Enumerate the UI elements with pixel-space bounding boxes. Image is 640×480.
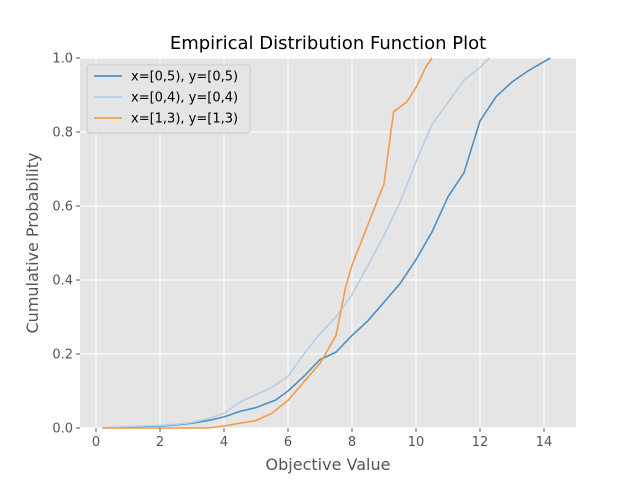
- x-tick-label: 12: [472, 435, 489, 450]
- legend-label-1: x=[0,5), y=[0,5): [131, 70, 238, 85]
- y-tick-label: 0.4: [52, 274, 73, 289]
- y-tick-label: 0.6: [52, 200, 73, 215]
- x-tick-label: 14: [536, 435, 553, 450]
- y-axis-ticks: 0.0 0.2 0.4 0.6 0.8 1.0: [52, 52, 80, 437]
- series-lines: [102, 57, 551, 429]
- y-tick-label: 0.2: [52, 348, 73, 363]
- series-line-1: [102, 57, 551, 429]
- legend-label-3: x=[1,3), y=[1,3): [131, 112, 238, 127]
- y-axis-label: Cumulative Probability: [23, 153, 42, 334]
- x-axis-label: Objective Value: [266, 455, 391, 474]
- series-line-2: [102, 57, 491, 429]
- x-tick-label: 6: [284, 435, 292, 450]
- x-tick-label: 10: [408, 435, 425, 450]
- y-tick-label: 0.0: [52, 422, 73, 437]
- y-tick-label: 1.0: [52, 52, 73, 67]
- x-tick-label: 2: [156, 435, 164, 450]
- legend-box: [86, 64, 251, 134]
- legend-label-2: x=[0,4), y=[0,4): [131, 91, 238, 106]
- series-line-3: [102, 57, 433, 429]
- x-tick-label: 4: [220, 435, 228, 450]
- x-tick-label: 0: [92, 435, 100, 450]
- y-tick-label: 0.8: [52, 126, 73, 141]
- legend: x=[0,5), y=[0,5) x=[0,4), y=[0,4) x=[1,3),…: [86, 64, 251, 134]
- x-axis-ticks: 0 2 4 6 8 10 12 14: [92, 428, 552, 450]
- chart-title: Empirical Distribution Function Plot: [170, 33, 486, 54]
- x-tick-label: 8: [348, 435, 356, 450]
